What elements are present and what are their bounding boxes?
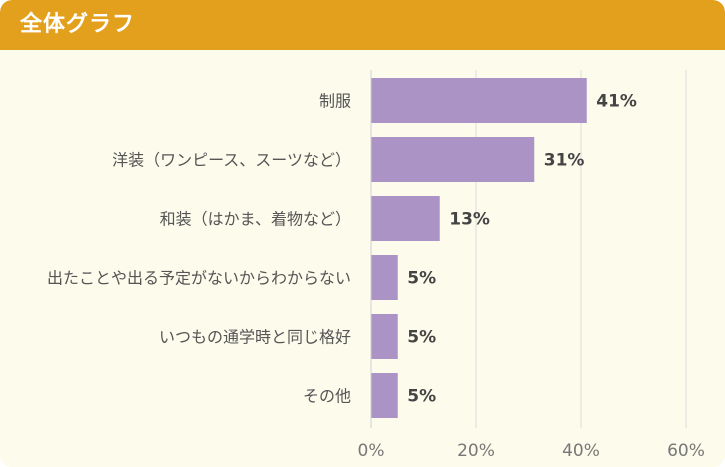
- grid-lines: [370, 70, 687, 428]
- value-label: 5%: [407, 387, 436, 407]
- bar: [371, 196, 440, 241]
- labels: 0% 20% 40% 60% 制服 41% 洋装（ワンピース、スーツなど） 31% 和装（はかま…: [47, 92, 705, 462]
- category-label: 和装（はかま、着物など）: [160, 210, 351, 229]
- category-label: その他: [303, 387, 351, 406]
- chart-header: 全体グラフ: [0, 0, 725, 50]
- x-tick-label: 40%: [562, 441, 600, 461]
- category-label: 出たことや出る予定がないからわからない: [47, 269, 351, 288]
- bar: [371, 314, 398, 359]
- value-label: 5%: [407, 328, 436, 348]
- x-tick-label: 60%: [667, 441, 705, 461]
- bar: [371, 255, 398, 300]
- bar: [371, 137, 535, 182]
- bar: [371, 373, 398, 418]
- x-tick-label: 20%: [457, 441, 495, 461]
- value-label: 13%: [449, 210, 490, 230]
- category-label: いつもの通学時と同じ格好: [159, 328, 351, 347]
- chart-title: 全体グラフ: [20, 12, 136, 37]
- category-label: 洋装（ワンピース、スーツなど）: [112, 151, 351, 170]
- category-label: 制服: [319, 92, 351, 111]
- value-label: 5%: [407, 269, 436, 289]
- value-label: 31%: [544, 151, 585, 171]
- value-label: 41%: [596, 92, 637, 112]
- x-tick-label: 0%: [358, 441, 385, 461]
- bars: [371, 78, 587, 418]
- bar: [371, 78, 587, 123]
